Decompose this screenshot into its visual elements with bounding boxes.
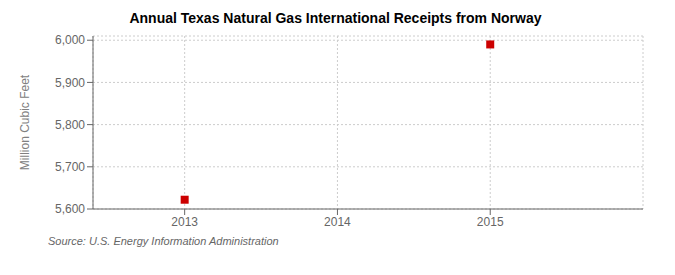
svg-text:2015: 2015 <box>477 215 504 229</box>
svg-text:6,000: 6,000 <box>55 33 85 47</box>
svg-text:2013: 2013 <box>171 215 198 229</box>
svg-text:Million Cubic Feet: Million Cubic Feet <box>18 74 32 170</box>
svg-text:5,900: 5,900 <box>55 76 85 90</box>
svg-text:2014: 2014 <box>324 215 351 229</box>
svg-text:5,700: 5,700 <box>55 160 85 174</box>
svg-text:5,800: 5,800 <box>55 118 85 132</box>
svg-text:5,600: 5,600 <box>55 202 85 216</box>
html-text:Source: U.S. Energy Informatio: Source: U.S. Energy Information Administ… <box>48 235 279 247</box>
html-text:Annual Texas Natural Gas Inter: Annual Texas Natural Gas International R… <box>129 10 542 26</box>
